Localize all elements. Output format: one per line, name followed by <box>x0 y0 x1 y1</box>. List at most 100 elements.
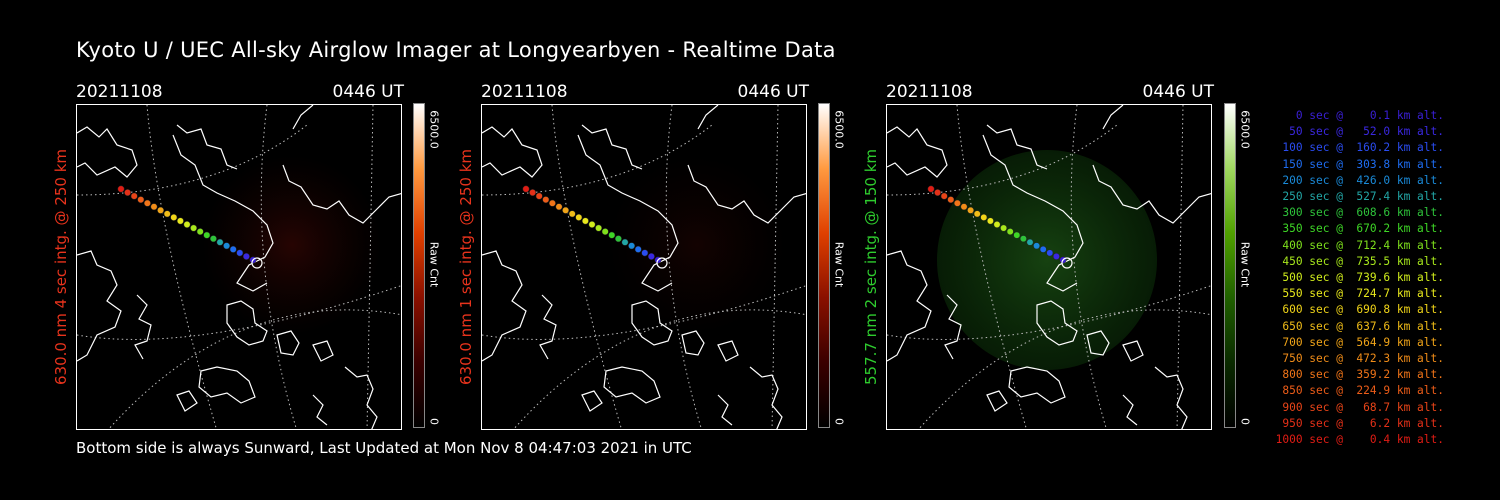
coastline <box>749 366 783 429</box>
coastline <box>77 250 122 362</box>
panel-date: 20211108 <box>886 82 973 102</box>
track-point <box>568 210 576 218</box>
legend-row: 600 sec @ 690.8 km alt. <box>1282 303 1444 317</box>
colorbar-title: Raw Cnt <box>427 241 441 288</box>
legend-row: 450 sec @ 735.5 km alt. <box>1282 254 1444 268</box>
coastline <box>887 126 948 178</box>
track-point <box>163 210 171 218</box>
panel-side-label: 557.7 nm 2 sec intg. @ 150 km <box>858 104 884 430</box>
coastline <box>312 394 328 426</box>
grid-line <box>77 124 308 196</box>
coastline <box>577 134 679 292</box>
grid-line <box>482 124 713 196</box>
grid-line <box>956 105 1027 429</box>
track-point <box>236 249 244 257</box>
track-point <box>130 192 138 200</box>
track-point <box>209 235 217 243</box>
coastline <box>312 340 334 362</box>
coastline <box>176 390 198 412</box>
coastline <box>344 366 378 429</box>
legend-row: 700 sec @ 564.9 km alt. <box>1282 335 1444 349</box>
colorbar-max: 6500.0 <box>427 110 441 149</box>
colorbar-labels-3: 6500.0 Raw Cnt 0 <box>1236 103 1254 428</box>
track-point <box>143 199 151 207</box>
grid-line <box>260 105 297 429</box>
track-point <box>967 206 975 214</box>
track-point <box>581 217 589 225</box>
legend-row: 200 sec @ 426.0 km alt. <box>1282 173 1444 187</box>
coastline <box>631 300 673 346</box>
panel-time: 0446 UT <box>332 82 405 102</box>
legend-row: 100 sec @ 160.2 km alt. <box>1282 141 1444 155</box>
track-point <box>1013 231 1021 239</box>
legend-row: 400 sec @ 712.4 km alt. <box>1282 238 1444 252</box>
colorbar-title: Raw Cnt <box>832 241 846 288</box>
coastline <box>603 366 661 404</box>
legend-row: 750 sec @ 472.3 km alt. <box>1282 352 1444 366</box>
track-point <box>548 199 556 207</box>
colorbar-max: 6500.0 <box>832 110 846 149</box>
grid-line <box>665 105 702 429</box>
side-label-text: 630.0 nm 1 sec intg. @ 250 km <box>457 148 475 386</box>
legend-row: 350 sec @ 670.2 km alt. <box>1282 222 1444 236</box>
legend-row: 300 sec @ 608.6 km alt. <box>1282 206 1444 220</box>
coastline <box>986 390 1008 412</box>
legend-row: 550 sec @ 724.7 km alt. <box>1282 287 1444 301</box>
track-point <box>1026 238 1034 246</box>
colorbar-labels-1: 6500.0 Raw Cnt 0 <box>425 103 443 428</box>
track-point <box>1046 249 1054 257</box>
colorbar-1 <box>413 103 425 428</box>
track-point <box>216 238 224 246</box>
allsky-map <box>76 104 402 430</box>
satellite-time-altitude-legend: 0 sec @ 0.1 km alt. 50 sec @ 52.0 km alt.… <box>1262 108 1444 448</box>
track-point <box>647 253 655 260</box>
coastline <box>282 164 401 224</box>
colorbar-2 <box>818 103 830 428</box>
coastline <box>134 294 152 360</box>
image-panel-1: 20211108 0446 UT 630.0 nm 4 sec intg. @ … <box>52 80 406 430</box>
coastline <box>482 250 527 362</box>
track-point <box>562 206 570 214</box>
track-point <box>980 213 988 221</box>
coastline <box>581 390 603 412</box>
station-marker <box>1061 257 1073 269</box>
coastline <box>581 124 643 170</box>
track-point <box>203 231 211 239</box>
side-label-text: 630.0 nm 4 sec intg. @ 250 km <box>52 148 70 386</box>
track-point <box>124 189 132 197</box>
allsky-map <box>886 104 1212 430</box>
track-point <box>117 185 125 193</box>
track-point <box>1000 224 1008 232</box>
grid-line <box>1176 105 1184 429</box>
track-point <box>223 242 231 250</box>
legend-row: 850 sec @ 224.9 km alt. <box>1282 384 1444 398</box>
track-point <box>542 196 550 204</box>
legend-row: 50 sec @ 52.0 km alt. <box>1289 125 1444 139</box>
coastline <box>1036 300 1078 346</box>
coastline <box>1086 330 1110 356</box>
track-point <box>1006 228 1014 236</box>
grid-line <box>1070 105 1107 429</box>
track-point <box>947 196 955 204</box>
image-panel-3: 20211108 0446 UT 557.7 nm 2 sec intg. @ … <box>862 80 1216 430</box>
track-point <box>934 189 942 197</box>
legend-row: 250 sec @ 527.4 km alt. <box>1282 190 1444 204</box>
track-point <box>973 210 981 218</box>
track-point <box>176 217 184 225</box>
track-point <box>614 235 622 243</box>
coastline <box>1092 164 1211 224</box>
track-point <box>960 203 968 211</box>
coastline <box>1122 340 1144 362</box>
grid-line <box>146 105 217 429</box>
track-point <box>575 213 583 221</box>
image-panel-2: 20211108 0446 UT 630.0 nm 1 sec intg. @ … <box>457 80 811 430</box>
track-point <box>157 206 165 214</box>
airglow-field <box>202 155 382 335</box>
track-point <box>993 221 1001 228</box>
track-point <box>1039 245 1047 253</box>
track-point <box>529 189 537 197</box>
coastline <box>1154 366 1188 429</box>
colorbar-title: Raw Cnt <box>1238 241 1252 288</box>
legend-row: 0 sec @ 0.1 km alt. <box>1295 109 1444 122</box>
track-point <box>953 199 961 207</box>
